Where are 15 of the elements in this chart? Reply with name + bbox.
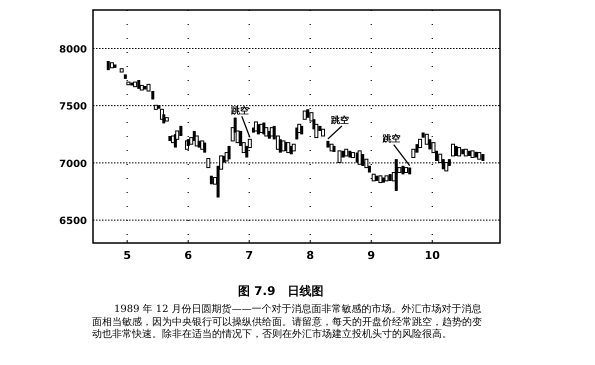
text: 1989 年 12 月份日圆期货——一个对于消息面非常敏感的市场。外汇市场对于消息面相当敏感，因为中央银行可以操纵供给面。请留意，每天的开盘价经常跳空，趋势的变动也非常快速。除非在适当的情况下，否则在外汇市场建立投机头寸的风险很高。 <box>92 304 482 342</box>
annotation: 跳空 <box>230 105 249 116</box>
text: 图 7.9 日线图 <box>238 283 324 300</box>
y-tick-label: 8000 <box>59 44 88 56</box>
x-tick-label: 9 <box>367 249 376 262</box>
x-tick-label: 8 <box>306 249 314 262</box>
y-tick-label: 6500 <box>59 216 88 228</box>
annotation: 跳空 <box>382 134 401 145</box>
annotation: 跳空 <box>330 114 349 126</box>
x-tick-label: 7 <box>245 249 254 262</box>
x-tick-label: 5 <box>123 249 131 262</box>
x-tick-label: 6 <box>184 249 192 262</box>
x-tick-label: 10 <box>424 249 440 262</box>
y-tick-label: 7500 <box>59 102 88 113</box>
y-tick-label: 7000 <box>59 158 88 170</box>
